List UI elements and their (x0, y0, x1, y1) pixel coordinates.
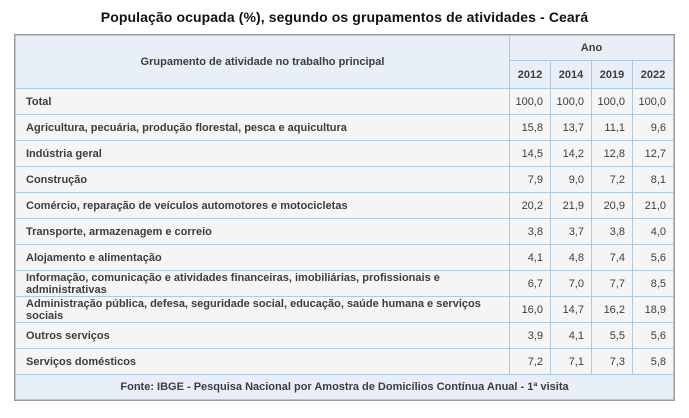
value-cell: 5,6 (631, 322, 675, 349)
column-header-year-group: Ano (508, 35, 675, 61)
row-label: Alojamento e alimentação (15, 244, 510, 271)
row-label: Administração pública, defesa, seguridad… (15, 296, 510, 323)
header-row-group: Grupamento de atividade no trabalho prin… (15, 35, 675, 89)
row-label: Construção (15, 166, 510, 193)
row-label: Total (15, 88, 510, 115)
value-cell: 7,7 (590, 270, 633, 297)
column-header-year: 2012 (508, 60, 551, 89)
table-row: Agricultura, pecuária, produção floresta… (15, 114, 675, 141)
value-cell: 100,0 (508, 88, 551, 115)
value-cell: 7,9 (508, 166, 551, 193)
table-row: Outros serviços 3,9 4,1 5,5 5,6 (15, 322, 675, 349)
value-cell: 11,1 (590, 114, 633, 141)
table-row: Administração pública, defesa, seguridad… (15, 296, 675, 323)
table-body: Total 100,0 100,0 100,0 100,0 Agricultur… (15, 88, 675, 375)
row-label: Serviços domésticos (15, 348, 510, 375)
activity-table: Grupamento de atividade no trabalho prin… (15, 35, 675, 400)
column-header-year: 2014 (549, 60, 592, 89)
row-label: Informação, comunicação e atividades fin… (15, 270, 510, 297)
value-cell: 14,7 (549, 296, 592, 323)
value-cell: 5,5 (590, 322, 633, 349)
value-cell: 7,2 (508, 348, 551, 375)
table-row: Serviços domésticos 7,2 7,1 7,3 5,8 (15, 348, 675, 375)
row-label: Outros serviços (15, 322, 510, 349)
value-cell: 7,3 (590, 348, 633, 375)
header-row-years: 2012 2014 2019 2022 (16, 60, 675, 89)
page-title: População ocupada (%), segundo os grupam… (100, 9, 589, 25)
value-cell: 7,1 (549, 348, 592, 375)
column-header-year: 2022 (631, 60, 675, 89)
value-cell: 4,1 (549, 322, 592, 349)
value-cell: 3,8 (508, 218, 551, 245)
column-header-activity: Grupamento de atividade no trabalho prin… (15, 35, 510, 89)
value-cell: 16,0 (508, 296, 551, 323)
value-cell: 8,1 (631, 166, 675, 193)
table-row: Informação, comunicação e atividades fin… (15, 270, 675, 297)
row-label: Indústria geral (15, 140, 510, 167)
row-label: Comércio, reparação de veículos automoto… (15, 192, 510, 219)
table-row: Comércio, reparação de veículos automoto… (15, 192, 675, 219)
value-cell: 3,9 (508, 322, 551, 349)
row-label: Transporte, armazenagem e correio (15, 218, 510, 245)
table-row: Alojamento e alimentação 4,1 4,8 7,4 5,6 (15, 244, 675, 271)
value-cell: 18,9 (631, 296, 675, 323)
value-cell: 4,1 (508, 244, 551, 271)
value-cell: 12,7 (631, 140, 675, 167)
table-row: Total 100,0 100,0 100,0 100,0 (15, 88, 675, 115)
value-cell: 6,7 (508, 270, 551, 297)
table-header: Grupamento de atividade no trabalho prin… (15, 35, 675, 89)
value-cell: 9,6 (631, 114, 675, 141)
row-label: Agricultura, pecuária, produção floresta… (15, 114, 510, 141)
value-cell: 7,4 (590, 244, 633, 271)
value-cell: 16,2 (590, 296, 633, 323)
column-header-year: 2019 (590, 60, 633, 89)
value-cell: 100,0 (631, 88, 675, 115)
value-cell: 5,8 (631, 348, 675, 375)
value-cell: 4,8 (549, 244, 592, 271)
value-cell: 20,2 (508, 192, 551, 219)
value-cell: 20,9 (590, 192, 633, 219)
value-cell: 4,0 (631, 218, 675, 245)
value-cell: 12,8 (590, 140, 633, 167)
value-cell: 21,0 (631, 192, 675, 219)
value-cell: 14,2 (549, 140, 592, 167)
value-cell: 15,8 (508, 114, 551, 141)
value-cell: 9,0 (549, 166, 592, 193)
value-cell: 3,8 (590, 218, 633, 245)
footer-row: Fonte: IBGE - Pesquisa Nacional por Amos… (15, 374, 674, 400)
table-row: Transporte, armazenagem e correio 3,8 3,… (15, 218, 675, 245)
value-cell: 14,5 (508, 140, 551, 167)
value-cell: 100,0 (549, 88, 592, 115)
value-cell: 8,5 (631, 270, 675, 297)
value-cell: 7,2 (590, 166, 633, 193)
value-cell: 21,9 (549, 192, 592, 219)
table-source: Fonte: IBGE - Pesquisa Nacional por Amos… (15, 374, 674, 400)
table-row: Indústria geral 14,5 14,2 12,8 12,7 (15, 140, 675, 167)
value-cell: 3,7 (549, 218, 592, 245)
table-footer: Fonte: IBGE - Pesquisa Nacional por Amos… (15, 374, 674, 400)
value-cell: 5,6 (631, 244, 675, 271)
value-cell: 13,7 (549, 114, 592, 141)
activity-table-container: Grupamento de atividade no trabalho prin… (14, 34, 675, 401)
value-cell: 7,0 (549, 270, 592, 297)
value-cell: 100,0 (590, 88, 633, 115)
table-row: Construção 7,9 9,0 7,2 8,1 (15, 166, 675, 193)
